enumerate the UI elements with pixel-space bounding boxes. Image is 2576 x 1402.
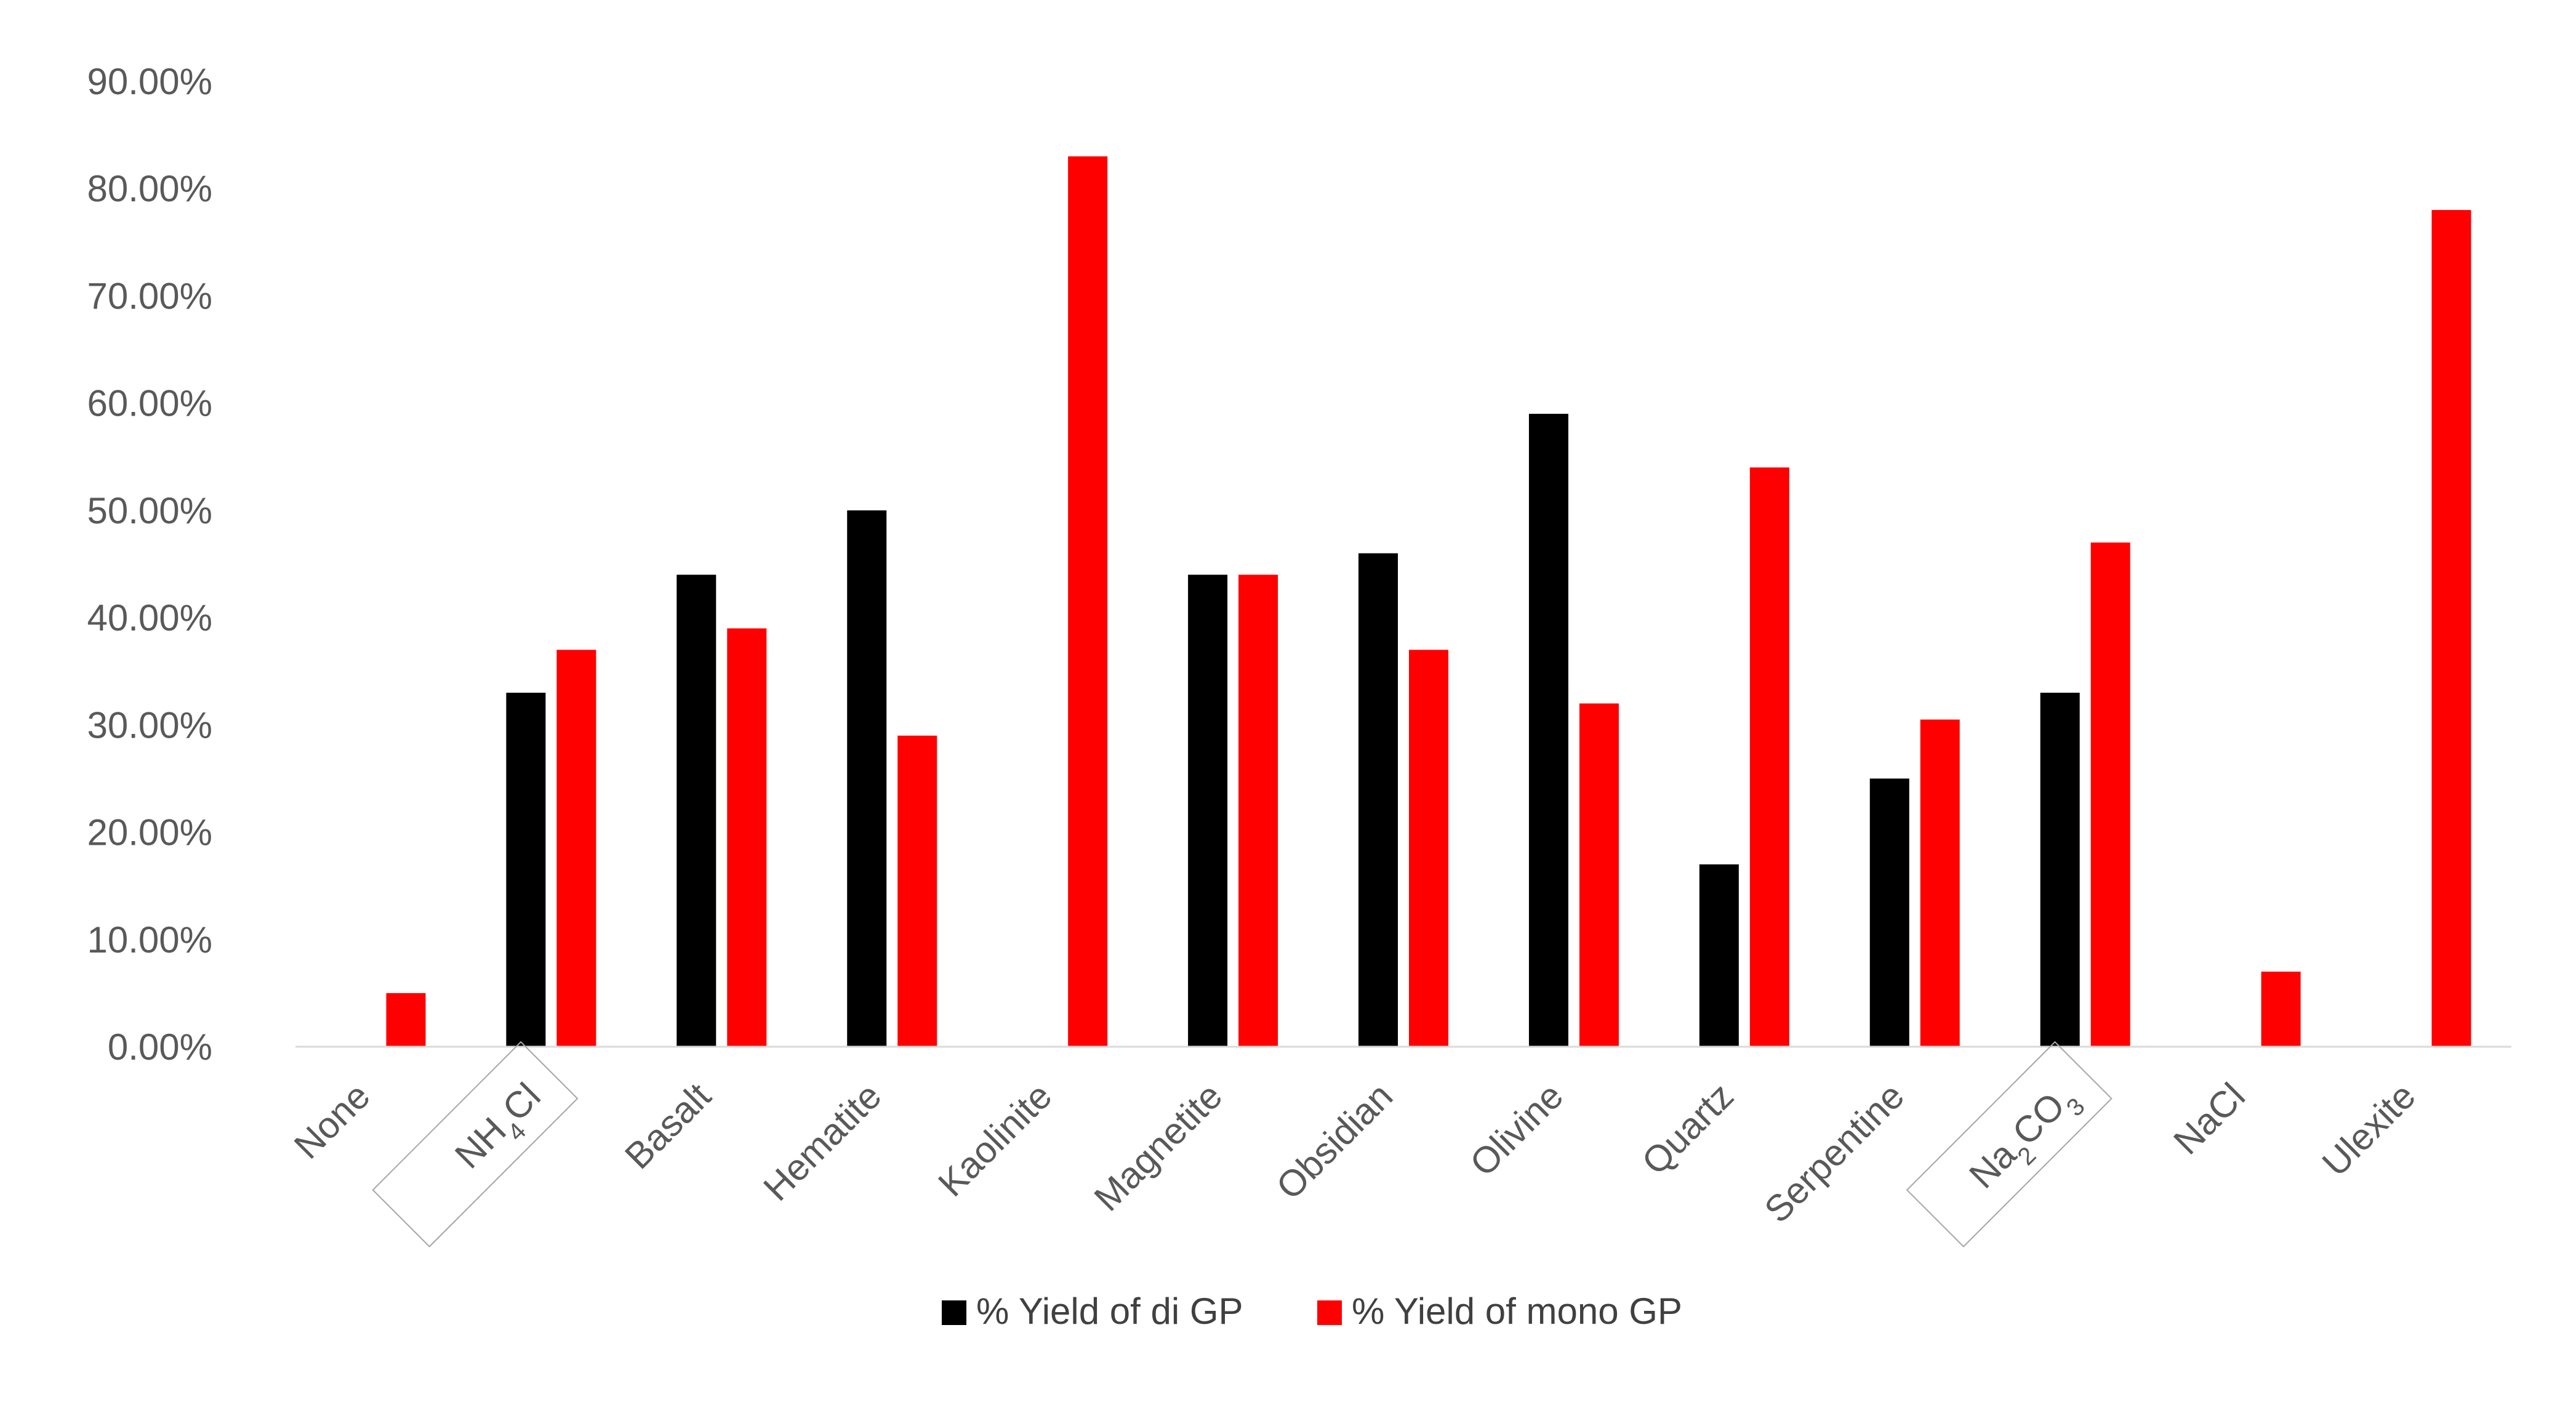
x-tick-label-box	[1906, 1041, 2113, 1247]
legend-swatch-di	[942, 1300, 966, 1325]
x-tick-nh4cl: NH4Cl	[372, 1041, 579, 1247]
x-tick-label: Basalt	[617, 1075, 719, 1177]
x-tick-label: Quartz	[1634, 1075, 1741, 1183]
bar-di-magnetite	[1188, 574, 1228, 1047]
y-tick-label: 30.00%	[87, 704, 213, 746]
bar-mono-quartz	[1749, 467, 1789, 1047]
bar-di-obsidian	[1358, 553, 1398, 1047]
bar-di-quartz	[1699, 864, 1739, 1047]
bar-mono-na2co3	[2090, 542, 2130, 1047]
bar-mono-magnetite	[1238, 574, 1278, 1047]
bar-mono-nacl	[2261, 972, 2301, 1047]
x-tick-label: Serpentine	[1757, 1075, 1912, 1231]
x-tick-kaolinite: Kaolinite	[930, 1075, 1059, 1204]
bar-mono-basalt	[727, 628, 767, 1047]
x-tick-label: Kaolinite	[930, 1075, 1059, 1204]
x-tick-label: Magnetite	[1086, 1075, 1230, 1219]
x-tick-label: Hematite	[755, 1075, 889, 1209]
legend-label-di: % Yield of di GP	[976, 1291, 1243, 1332]
x-tick-label: NH4Cl	[447, 1075, 556, 1184]
x-tick-olivine: Olivine	[1462, 1075, 1571, 1184]
bar-mono-serpentine	[1920, 719, 1960, 1047]
bar-di-hematite	[847, 510, 887, 1047]
bars	[386, 156, 2471, 1047]
x-tick-label: Olivine	[1462, 1075, 1571, 1184]
y-tick-label: 10.00%	[87, 919, 213, 961]
x-tick-none: None	[286, 1075, 378, 1167]
y-tick-label: 90.00%	[87, 61, 213, 102]
y-tick-label: 20.00%	[87, 812, 213, 853]
x-tick-label: NaCl	[2165, 1075, 2253, 1162]
y-tick-label: 50.00%	[87, 490, 213, 531]
x-tick-quartz: Quartz	[1634, 1075, 1741, 1183]
x-tick-label: Ulexite	[2314, 1075, 2423, 1184]
y-tick-label: 70.00%	[87, 275, 213, 316]
y-tick-label: 80.00%	[87, 168, 213, 209]
x-tick-basalt: Basalt	[617, 1075, 719, 1177]
x-tick-obsidian: Obsidian	[1269, 1075, 1401, 1207]
y-tick-label: 40.00%	[87, 597, 213, 639]
x-tick-na2co3: Na2CO3	[1906, 1041, 2113, 1247]
bar-di-basalt	[676, 574, 716, 1047]
x-tick-label-box	[372, 1041, 579, 1247]
legend: % Yield of di GP % Yield of mono GP	[942, 1291, 1682, 1332]
bar-mono-ulexite	[2431, 210, 2471, 1047]
bar-mono-none	[386, 993, 426, 1047]
x-tick-ulexite: Ulexite	[2314, 1075, 2423, 1184]
bar-mono-hematite	[897, 735, 937, 1047]
x-tick-hematite: Hematite	[755, 1075, 889, 1209]
bar-mono-kaolinite	[1068, 156, 1108, 1047]
x-tick-label: None	[286, 1075, 378, 1167]
bar-di-na2co3	[2040, 693, 2080, 1047]
legend-label-mono: % Yield of mono GP	[1352, 1291, 1682, 1332]
y-tick-label: 60.00%	[87, 383, 213, 424]
bar-mono-olivine	[1579, 703, 1619, 1047]
bar-di-nh4cl	[506, 693, 546, 1047]
x-tick-magnetite: Magnetite	[1086, 1075, 1230, 1219]
x-tick-label: Obsidian	[1269, 1075, 1401, 1207]
x-tick-serpentine: Serpentine	[1757, 1075, 1912, 1231]
bar-di-olivine	[1528, 414, 1568, 1047]
bar-mono-obsidian	[1409, 650, 1448, 1047]
legend-swatch-mono	[1317, 1300, 1342, 1325]
y-tick-label: 0.00%	[108, 1026, 212, 1068]
x-axis-tick-labels: None NH4Cl Basalt Hematite Kaolinite Magnetit…	[286, 1041, 2423, 1247]
x-tick-nacl: NaCl	[2165, 1075, 2253, 1162]
bar-mono-nh4cl	[556, 650, 596, 1047]
y-axis-ticks: 0.00% 10.00% 20.00% 30.00% 40.00% 50.00% 60.00…	[87, 61, 213, 1068]
bar-di-serpentine	[1869, 778, 1909, 1047]
